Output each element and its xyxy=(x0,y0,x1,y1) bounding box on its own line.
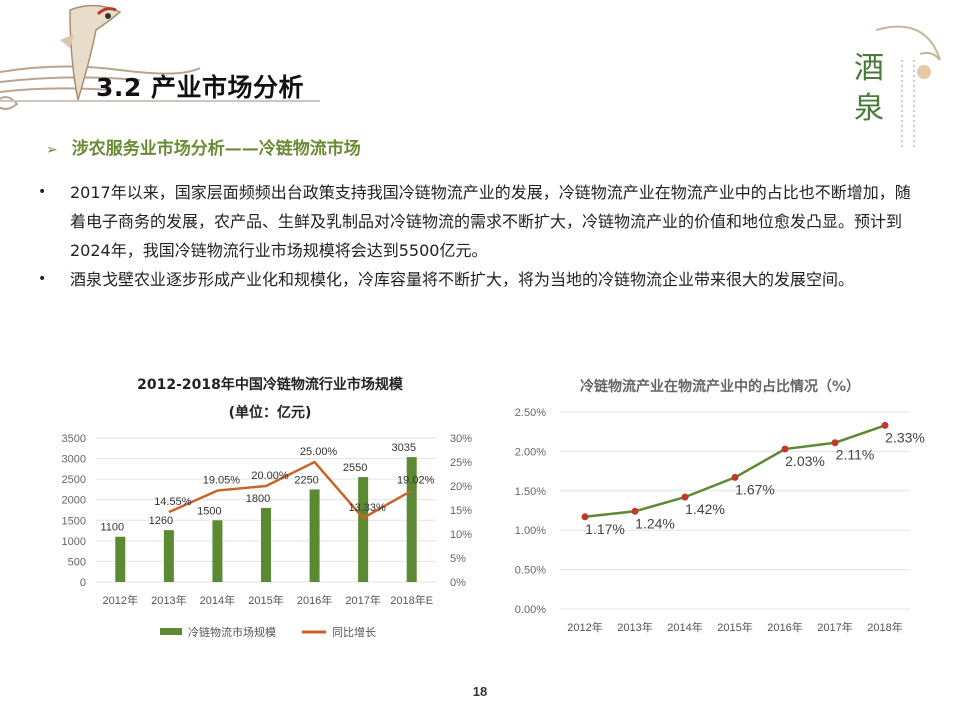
chart1-title: 2012-2018年中国冷链物流行业市场规模 (单位：亿元) xyxy=(60,374,480,422)
growth-value-label: 25.00% xyxy=(300,446,338,458)
x-tick-label: 2015年 xyxy=(248,593,283,607)
page-title: 3.2 产业市场分析 xyxy=(96,73,304,102)
chart2-title: 冷链物流产业在物流产业中的占比情况（%） xyxy=(500,376,940,396)
chart1-title-text: 2012-2018年中国冷链物流行业市场规模 xyxy=(137,377,403,393)
x-tick-label: 2014年 xyxy=(667,620,702,634)
data-point xyxy=(631,507,639,515)
x-tick-label: 2012年 xyxy=(103,593,138,607)
title-divider xyxy=(0,100,320,102)
bar-value-label: 2550 xyxy=(343,462,367,474)
market-size-chart: 0 500 1000 1500 2000 2500 3000 3500 0% 5% 10% 15% 20… xyxy=(62,433,473,639)
bar-value-label: 1260 xyxy=(149,515,173,527)
x-tick-label: 2013年 xyxy=(617,620,652,634)
x-tick-label: 2017年 xyxy=(817,620,852,634)
jiuquan-logo: 酒 泉 xyxy=(836,20,946,160)
data-label: 1.17% xyxy=(585,521,625,537)
x-tick-label: 2018年E xyxy=(390,593,433,607)
svg-text:酒: 酒 xyxy=(854,52,884,85)
x-tick-label: 2016年 xyxy=(297,593,332,607)
bar xyxy=(115,536,126,582)
y2-tick-label: 30% xyxy=(450,433,472,445)
bullet-dot-icon: • xyxy=(38,184,47,200)
growth-value-label: 20.00% xyxy=(251,470,289,482)
bar xyxy=(261,507,271,582)
data-point xyxy=(731,473,739,481)
bullet-item: • 酒泉戈壁农业逐步形成产业化和规模化，冷库容量将不断扩大，将为当地的冷链物流企… xyxy=(36,265,916,294)
data-point xyxy=(781,445,789,453)
x-tick-label: 2012年 xyxy=(567,620,602,634)
section-subtitle-text: 涉农服务业市场分析——冷链物流市场 xyxy=(71,139,361,159)
y-tick-label: 1500 xyxy=(62,515,86,527)
x-tick-label: 2013年 xyxy=(151,593,186,607)
y2-tick-label: 0% xyxy=(450,577,466,589)
chart1-subtitle-text: (单位：亿元) xyxy=(228,405,312,421)
growth-value-label: 19.05% xyxy=(203,475,241,487)
data-label: 2.33% xyxy=(885,429,925,445)
bullet-text: 酒泉戈壁农业逐步形成产业化和规模化，冷库容量将不断扩大，将为当地的冷链物流企业带… xyxy=(70,270,855,289)
chart2-title-text: 冷链物流产业在物流产业中的占比情况（%） xyxy=(579,379,861,395)
bar-value-label: 1800 xyxy=(246,493,270,505)
bar xyxy=(406,457,417,582)
share-line xyxy=(584,424,886,519)
bullet-text: 2017年以来，国家层面频频出台政策支持我国冷链物流产业的发展，冷链物流产业在物… xyxy=(70,183,911,260)
y-tick-label: 1.00% xyxy=(515,525,546,537)
y-tick-label: 2000 xyxy=(62,495,86,507)
y-tick-label: 2.00% xyxy=(515,446,546,458)
x-tick-label: 2016年 xyxy=(767,620,802,634)
y-tick-label: 2.50% xyxy=(515,407,546,419)
bullet-dot-icon: • xyxy=(38,271,47,287)
x-tick-label: 2015年 xyxy=(717,620,752,634)
data-label: 2.03% xyxy=(785,453,825,469)
data-label: 1.24% xyxy=(635,515,675,531)
growth-value-label: 19.02% xyxy=(397,475,435,487)
y-tick-label: 1000 xyxy=(62,536,86,548)
growth-value-label: 14.55% xyxy=(154,496,192,508)
decorative-crane-art xyxy=(0,4,200,110)
y2-tick-label: 15% xyxy=(450,505,472,517)
y2-tick-label: 10% xyxy=(450,529,472,541)
y-tick-label: 0.00% xyxy=(515,604,546,616)
bar xyxy=(358,477,369,582)
legend-bar-label: 冷链物流市场规模 xyxy=(188,625,276,639)
y2-tick-label: 25% xyxy=(450,457,472,469)
bar xyxy=(309,489,320,582)
bar-value-label: 3035 xyxy=(391,442,415,454)
data-point xyxy=(681,493,689,501)
y-tick-label: 3000 xyxy=(62,454,86,466)
data-point xyxy=(581,513,589,521)
bar xyxy=(163,530,174,582)
x-tick-label: 2018年 xyxy=(867,620,902,634)
x-tick-label: 2014年 xyxy=(200,593,235,607)
y-tick-label: 3500 xyxy=(62,433,86,445)
x-tick-label: 2017年 xyxy=(345,593,380,607)
y-tick-label: 0.50% xyxy=(515,565,546,577)
y-tick-label: 500 xyxy=(68,556,86,568)
page-number: 18 xyxy=(472,684,488,699)
bar xyxy=(212,520,223,582)
y-tick-label: 1.50% xyxy=(515,486,546,498)
growth-line xyxy=(168,460,413,520)
bullet-list: • 2017年以来，国家层面频频出台政策支持我国冷链物流产业的发展，冷链物流产业… xyxy=(36,178,916,294)
data-label: 2.11% xyxy=(836,447,875,463)
data-point xyxy=(881,421,889,429)
bar-value-label: 1100 xyxy=(100,522,124,534)
section-subtitle: ➢ 涉农服务业市场分析——冷链物流市场 xyxy=(46,134,361,159)
bullet-item: • 2017年以来，国家层面频频出台政策支持我国冷链物流产业的发展，冷链物流产业… xyxy=(36,178,916,265)
data-label: 1.42% xyxy=(685,501,725,517)
legend-bar-swatch xyxy=(160,628,182,635)
data-label: 1.67% xyxy=(735,481,775,497)
svg-text:泉: 泉 xyxy=(854,92,884,125)
share-ratio-chart: 0.00% 0.50% 1.00% 1.50% 2.00% 2.50% 1.17% 2012年… xyxy=(515,407,925,634)
y2-tick-label: 5% xyxy=(450,553,466,565)
y2-tick-label: 20% xyxy=(450,481,472,493)
legend-line-label: 同比增长 xyxy=(332,625,376,639)
growth-value-label: 13.33% xyxy=(348,502,386,514)
arrow-bullet-icon: ➢ xyxy=(46,142,58,158)
y-tick-label: 2500 xyxy=(62,474,86,486)
bar-value-label: 2250 xyxy=(294,474,318,486)
y-tick-label: 0 xyxy=(80,577,86,589)
data-point xyxy=(831,439,839,447)
bar-value-label: 1500 xyxy=(197,505,221,517)
